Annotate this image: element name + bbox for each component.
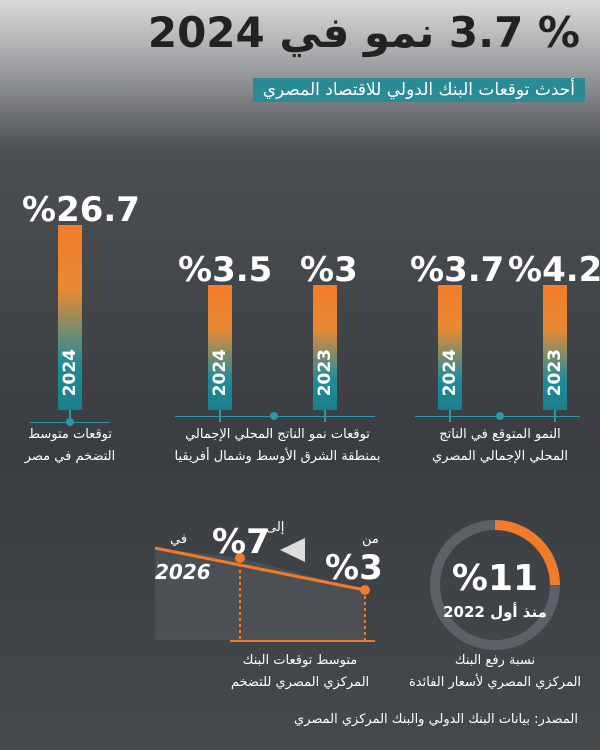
year: 2024 — [210, 348, 230, 396]
point — [360, 585, 370, 595]
year: 2023 — [315, 348, 335, 396]
label: من — [362, 532, 379, 547]
caption: توقعات متوسط التضخم في مصر — [10, 424, 130, 468]
subtitle: أحدث توقعات البنك الدولي للاقتصاد المصري — [252, 78, 585, 102]
year: 2024 — [440, 348, 460, 396]
caption-line: متوسط توقعات البنك — [242, 653, 358, 668]
bar: 2024 — [438, 285, 462, 410]
label: في — [170, 532, 188, 547]
caption: نسبة رفع البنك المركزي المصري لأسعار الفا… — [400, 650, 590, 694]
value-label: %3 — [300, 250, 358, 290]
bar: 2023 — [543, 285, 567, 410]
caption-line: النمو المتوقع في الناتج — [439, 427, 561, 442]
value-label: %3.7 — [410, 250, 505, 290]
bar: 2023 — [313, 285, 337, 410]
base-line — [230, 640, 375, 642]
caption-line: نسبة رفع البنك — [454, 653, 536, 668]
caption-line: توقعات نمو الناتج المحلي الإجمالي — [185, 427, 370, 442]
caption-line: المركزي المصري لأسعار الفائدة — [408, 675, 582, 690]
value-label: %11 — [451, 558, 539, 599]
year: 2024 — [60, 348, 80, 396]
label: منذ أول 2022 — [443, 603, 547, 621]
value-label: %3.5 — [178, 250, 273, 290]
point — [235, 553, 245, 563]
ring-arc — [494, 520, 560, 586]
value-label: %7 — [212, 522, 270, 562]
dot — [270, 412, 278, 420]
value-label: %3 — [325, 548, 383, 588]
caption-line: المركزي المصري للتضخم — [230, 675, 370, 690]
caption-line: بمنطقة الشرق الأوسط وشمال أفريقيا — [174, 449, 381, 464]
trend-area — [155, 548, 365, 640]
title-text: نمو في 2024 — [147, 8, 435, 57]
bar: 2024 — [58, 225, 82, 410]
caption: توقعات نمو الناتج المحلي الإجمالي بمنطقة … — [155, 424, 400, 468]
title-value: 3.7 % — [448, 8, 580, 57]
trend-graphic — [154, 538, 370, 640]
dot — [496, 412, 504, 420]
caption: متوسط توقعات البنك المركزي المصري للتضخم — [200, 650, 400, 694]
year: 2023 — [545, 348, 565, 396]
caption-line: التضخم في مصر — [24, 449, 116, 464]
dot — [66, 418, 74, 426]
year: 2026 — [155, 560, 211, 584]
trend-line — [154, 546, 366, 592]
value-label: %4.2 — [508, 250, 600, 290]
bar: 2024 — [208, 285, 232, 410]
arrow — [280, 538, 305, 562]
source: المصدر: بيانات البنك الدولي والبنك المرك… — [294, 712, 578, 727]
label: إلى — [266, 520, 285, 535]
ring — [430, 520, 560, 650]
title: 3.7 % نمو في 2024 — [148, 8, 580, 57]
caption: النمو المتوقع في الناتج المحلي الإجمالي ا… — [410, 424, 590, 468]
connector — [69, 410, 71, 422]
caption-line: المحلي الإجمالي المصري — [432, 449, 568, 464]
caption-line: توقعات متوسط — [28, 427, 112, 442]
value-label: %26.7 — [22, 190, 140, 230]
